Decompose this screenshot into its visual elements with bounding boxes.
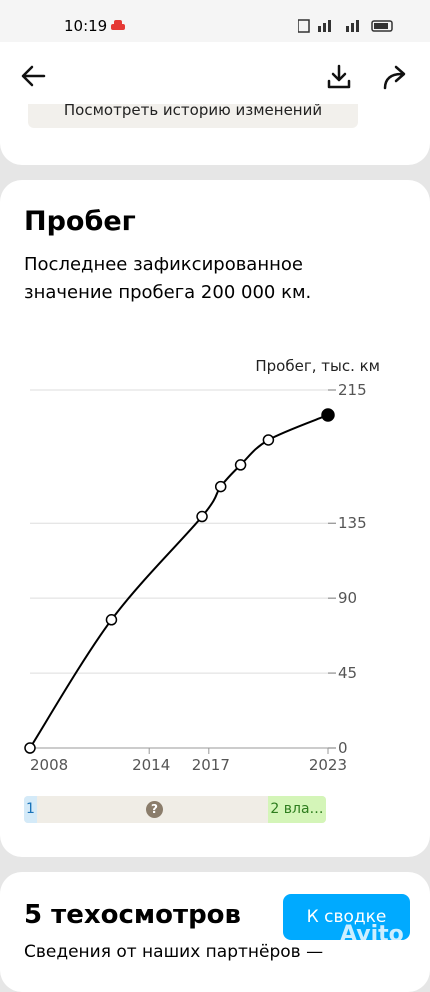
data-point xyxy=(262,434,275,446)
y-tick-label: 45 xyxy=(338,664,357,682)
car-icon xyxy=(111,20,125,30)
data-point xyxy=(196,510,208,523)
x-tick-label: 2017 xyxy=(192,756,230,774)
owner-segment[interactable]: 1 xyxy=(24,796,37,823)
mileage-chart: Пробег, тыс. км 0 45 90 135 215 2008 2014 2017 20… xyxy=(24,357,380,774)
data-point xyxy=(105,614,118,626)
data-point xyxy=(24,742,36,754)
x-tick-label: 2008 xyxy=(30,756,68,774)
mileage-card: Пробег Последнее зафиксированное значени… xyxy=(0,180,430,857)
y-tick-label: 90 xyxy=(338,589,357,607)
status-icons xyxy=(298,19,393,33)
section-title: 5 техосмотров xyxy=(24,900,242,930)
inspections-card: 5 техосмотров К сводке Сведения от наших… xyxy=(0,872,430,992)
section-title: Пробег xyxy=(24,206,136,237)
partners-text: Сведения от наших партнёров — xyxy=(24,942,324,962)
data-point xyxy=(214,480,227,493)
owner-segment[interactable]: 2 вла… xyxy=(268,796,326,823)
data-point xyxy=(321,408,335,422)
data-point xyxy=(234,459,247,471)
share-button[interactable] xyxy=(382,64,410,90)
y-tick-label: 215 xyxy=(338,381,367,399)
header xyxy=(0,42,430,104)
watermark: Avito xyxy=(340,922,404,947)
time: 10:19 xyxy=(64,17,108,35)
axis-label: Пробег, тыс. км xyxy=(255,357,380,375)
mileage-line xyxy=(29,414,329,749)
download-button[interactable] xyxy=(326,64,352,90)
x-tick-label: 2014 xyxy=(132,756,170,774)
x-tick-label: 2023 xyxy=(309,756,347,774)
y-tick-label: 0 xyxy=(338,739,348,757)
summary-button[interactable]: К сводке xyxy=(283,894,410,940)
owners-bar: 1 ? 2 вла… xyxy=(24,796,326,823)
back-button[interactable] xyxy=(20,64,46,88)
status-bar: 10:19 xyxy=(0,0,430,42)
description: Последнее зафиксированное значение пробе… xyxy=(24,254,312,303)
unknown-owner[interactable]: ? xyxy=(146,801,163,818)
y-tick-label: 135 xyxy=(338,514,367,532)
